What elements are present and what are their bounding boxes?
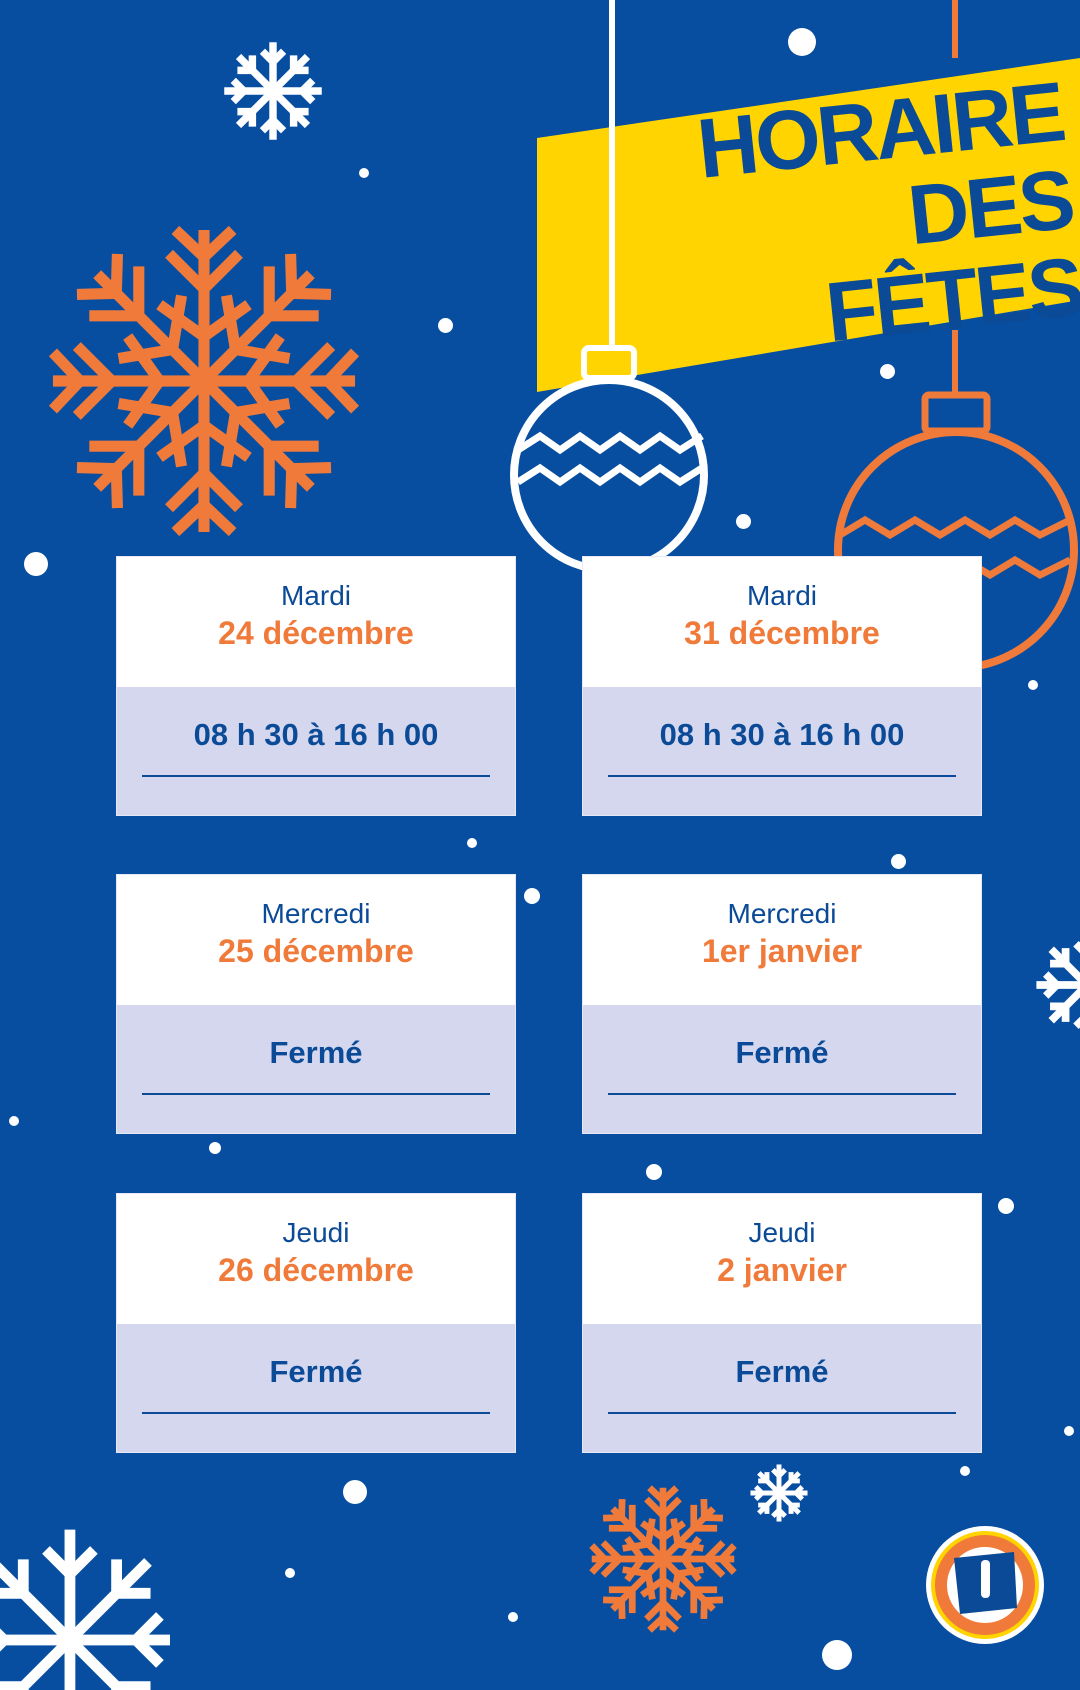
hours-label: 08 h 30 à 16 h 00 (659, 717, 905, 752)
schedule-card: Mardi 31 décembre 08 h 30 à 16 h 00 (582, 556, 982, 816)
snowflake-white-icon (220, 42, 326, 144)
schedule-card: Jeudi 2 janvier Fermé (582, 1193, 982, 1453)
divider (608, 1412, 956, 1414)
date-label: 25 décembre (218, 933, 414, 969)
hours-label: 08 h 30 à 16 h 00 (193, 717, 439, 752)
day-label: Mercredi (261, 898, 371, 929)
divider (142, 775, 490, 777)
snowflake-white-small-icon (748, 1462, 810, 1524)
day-label: Jeudi (282, 1217, 350, 1248)
hours-label: Fermé (269, 1035, 363, 1070)
divider (142, 1412, 490, 1414)
snowflake-small-orange-icon (588, 1484, 738, 1634)
snowflake-white-edge-icon (1032, 930, 1080, 1040)
hours-label: Fermé (269, 1354, 363, 1389)
day-label: Mardi (746, 580, 817, 611)
page-title: HORAIRE DES FÊTES (650, 64, 1080, 372)
divider (608, 1093, 956, 1095)
hours-label: Fermé (735, 1354, 829, 1389)
date-label: 24 décembre (218, 615, 414, 651)
ornament-white-icon (510, 345, 708, 574)
hours-label: Fermé (735, 1035, 829, 1070)
date-label: 1er janvier (701, 933, 863, 969)
date-label: 31 décembre (684, 615, 880, 651)
date-label: 26 décembre (218, 1252, 414, 1288)
divider (608, 775, 956, 777)
day-label: Jeudi (748, 1217, 816, 1248)
snowflake-large-orange-icon (45, 225, 363, 540)
brand-logo (926, 1526, 1044, 1644)
schedule-card: Mercredi 25 décembre Fermé (116, 874, 516, 1134)
snowflake-white-corner-icon (0, 1520, 170, 1690)
schedule-card: Mercredi 1er janvier Fermé (582, 874, 982, 1134)
day-label: Mardi (280, 580, 351, 611)
divider (142, 1093, 490, 1095)
schedule-card: Jeudi 26 décembre Fermé (116, 1193, 516, 1453)
schedule-card: Mardi 24 décembre 08 h 30 à 16 h 00 (116, 556, 516, 816)
date-label: 2 janvier (717, 1252, 847, 1288)
day-label: Mercredi (727, 898, 837, 929)
